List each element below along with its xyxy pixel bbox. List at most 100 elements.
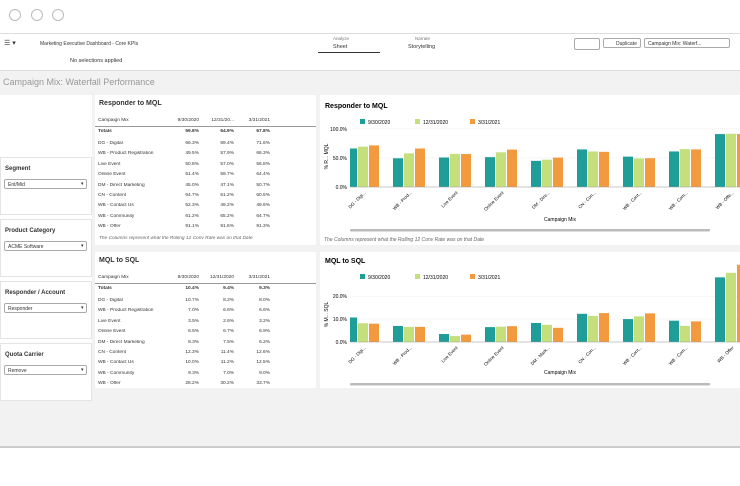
- table-cell: Live Event: [98, 161, 121, 167]
- totals-cell: 67.8%: [256, 129, 270, 134]
- bar: [415, 148, 425, 187]
- bar: [669, 151, 679, 187]
- y-tick-label: 100.0%: [330, 127, 348, 133]
- dropdown-arrow: ▾: [81, 243, 84, 249]
- table-cell: WB - Offer: [98, 224, 121, 230]
- menu-button[interactable]: ☰ ▾: [4, 40, 16, 47]
- narrate-tab[interactable]: Storytelling: [408, 44, 436, 50]
- sheet-title: Campaign Mix: Waterfall Performance: [3, 77, 155, 87]
- table-cell: 12.3%: [185, 350, 199, 355]
- bar: [496, 326, 506, 342]
- legend-label: 3/31/2021: [478, 275, 500, 281]
- bar: [496, 152, 506, 187]
- y-tick-label: 0.0%: [336, 185, 348, 191]
- table-cell: 11.2%: [220, 360, 234, 366]
- bar: [358, 146, 368, 187]
- x-tick-label: DM - Dire...: [531, 190, 551, 210]
- bar: [350, 148, 357, 187]
- dropdown-arrow: ▾: [81, 305, 84, 311]
- legend-label: 12/31/2020: [423, 120, 448, 126]
- table-cell: DG - Digital: [98, 298, 123, 303]
- legend-label: 12/31/2020: [423, 275, 448, 281]
- table-cell: DM - Direct Marketing: [98, 182, 145, 188]
- sheet-menu[interactable]: Campaign Mix: Waterf...: [644, 38, 730, 48]
- table-cell: 8.0%: [259, 298, 270, 303]
- bar: [542, 159, 552, 187]
- bookmark-button[interactable]: [574, 38, 600, 50]
- bar: [588, 151, 598, 187]
- filter-select[interactable]: Remove: [4, 365, 87, 375]
- y-axis-title: % R... MQL: [324, 143, 330, 169]
- totals-cell: Totals: [98, 129, 112, 134]
- scrollbar: [350, 383, 710, 386]
- window-close[interactable]: [9, 9, 21, 21]
- x-axis-title: Campaign Mix: [544, 217, 576, 223]
- table-cell: WB - Product Registration: [98, 308, 154, 314]
- bar: [404, 153, 414, 187]
- filter-label: Responder / Account: [5, 290, 66, 296]
- filter-select[interactable]: Responder: [4, 303, 87, 313]
- chart-panel: MQL to SQL 0.0% 10.0% 20.0%% M... SQL 9/30/2…: [320, 252, 740, 388]
- header-rule: [95, 126, 316, 127]
- legend-swatch: [360, 274, 365, 279]
- bar: [485, 157, 495, 187]
- filter: Quota Carrier Remove ▾: [0, 343, 92, 401]
- table-cell: 47.1%: [220, 182, 234, 188]
- table-panel: Responder to MQL Campaign Mix 9/30/2020 12/…: [95, 95, 316, 245]
- table-cell: 6.5%: [188, 329, 199, 335]
- table-cell: 10.7%: [185, 298, 199, 303]
- table-cell: 7.0%: [223, 370, 234, 376]
- table-cell: 33.7%: [256, 381, 270, 387]
- table-cell: 56.8%: [256, 161, 270, 167]
- bar: [507, 326, 517, 342]
- bar: [415, 326, 425, 342]
- column-header: 12/31/2020: [209, 275, 234, 280]
- column-header: 9/30/2020: [177, 118, 199, 123]
- filter-label: Quota Carrier: [5, 352, 44, 358]
- window-minimize[interactable]: [31, 9, 43, 21]
- chart-title: MQL to SQL: [325, 258, 366, 265]
- y-tick-label: 0.0%: [336, 340, 348, 346]
- totals-cell: 9.4%: [223, 286, 234, 291]
- table-cell: 52.3%: [185, 203, 199, 209]
- column-header: 3/31/2021: [248, 275, 270, 280]
- bar: [531, 160, 541, 187]
- table-cell: 50.7%: [256, 182, 270, 188]
- bar: [680, 149, 690, 187]
- table-cell: 91.3%: [256, 224, 270, 230]
- bar: [669, 320, 679, 342]
- column-header: Campaign Mix: [98, 275, 129, 280]
- duplicate-button[interactable]: Duplicate: [603, 38, 641, 48]
- table-cell: WB - Community: [98, 370, 135, 376]
- bar: [461, 334, 471, 342]
- x-tick-label: DG - Digi...: [347, 190, 366, 209]
- legend-swatch: [470, 274, 475, 279]
- x-tick-label: DM - Mark...: [530, 345, 551, 366]
- table-cell: 64.7%: [256, 213, 270, 219]
- x-axis-title: Campaign Mix: [544, 370, 576, 376]
- table-cell: 30.2%: [220, 381, 234, 387]
- table-cell: 11.4%: [220, 350, 234, 355]
- bar: [404, 326, 414, 342]
- table-cell: 64.4%: [256, 172, 270, 178]
- x-tick-label: WB - Offer: [716, 345, 735, 364]
- table-cell: 9.0%: [259, 370, 270, 376]
- table-cell: 3.5%: [188, 318, 199, 324]
- filter-select[interactable]: ACME Software: [4, 241, 87, 251]
- table-cell: WB - Offer: [98, 381, 121, 387]
- table-cell: 49.5%: [185, 151, 199, 157]
- table-cell: 8.2%: [223, 298, 234, 303]
- analyze-tab[interactable]: Sheet: [333, 44, 348, 50]
- scrollbar: [350, 229, 710, 232]
- bar: [531, 322, 541, 342]
- totals-cell: 64.9%: [220, 129, 234, 134]
- table-cell: 3.2%: [259, 318, 270, 324]
- y-axis-title: % M... SQL: [324, 302, 330, 328]
- window-zoom[interactable]: [52, 9, 64, 21]
- x-tick-label: WB - Cont...: [622, 190, 643, 211]
- bar: [577, 149, 587, 187]
- table-title: MQL to SQL: [99, 257, 140, 264]
- table-cell: 6.2%: [259, 339, 270, 345]
- filter-select[interactable]: Ent/Mid: [4, 179, 87, 189]
- legend-swatch: [415, 274, 420, 279]
